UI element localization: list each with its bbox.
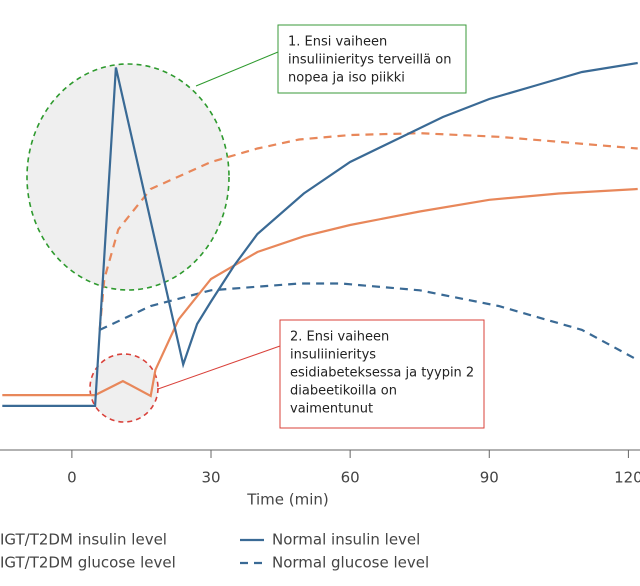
legend-label: Normal glucose level [272,554,429,572]
series-line [2,61,638,407]
x-tick-label: 60 [341,469,360,487]
connector [195,51,279,87]
x-tick-label: 0 [67,469,77,487]
annotation-box [277,24,467,94]
x-axis-label: Time (min) [246,491,328,509]
annotation-text: insuliinieritys [290,348,376,363]
highlight-circle [89,353,159,423]
series-line [2,187,638,398]
annotation-text: esidiabeteksessa ja tyypin 2 [290,366,474,381]
legend-label: IGT/T2DM insulin level [0,531,167,549]
annotation-text: nopea ja iso piikki [288,71,405,86]
highlight-circle [26,63,230,291]
annotation-box [279,319,485,429]
connector [157,345,281,390]
legend-label: Normal insulin level [272,531,420,549]
annotation-text: vaimentunut [290,402,373,417]
x-tick-label: 30 [201,469,220,487]
legend-label: IGT/T2DM glucose level [0,554,176,572]
x-tick-label: 120 [614,469,640,487]
series-line [98,132,638,330]
annotation-text: 2. Ensi vaiheen [290,330,389,345]
x-tick-label: 90 [480,469,499,487]
annotation-text: diabeetikoilla on [290,384,397,399]
annotation-text: insuliinieritys terveillä on [288,53,451,68]
series-line [99,282,639,361]
annotation-text: 1. Ensi vaiheen [288,35,387,50]
